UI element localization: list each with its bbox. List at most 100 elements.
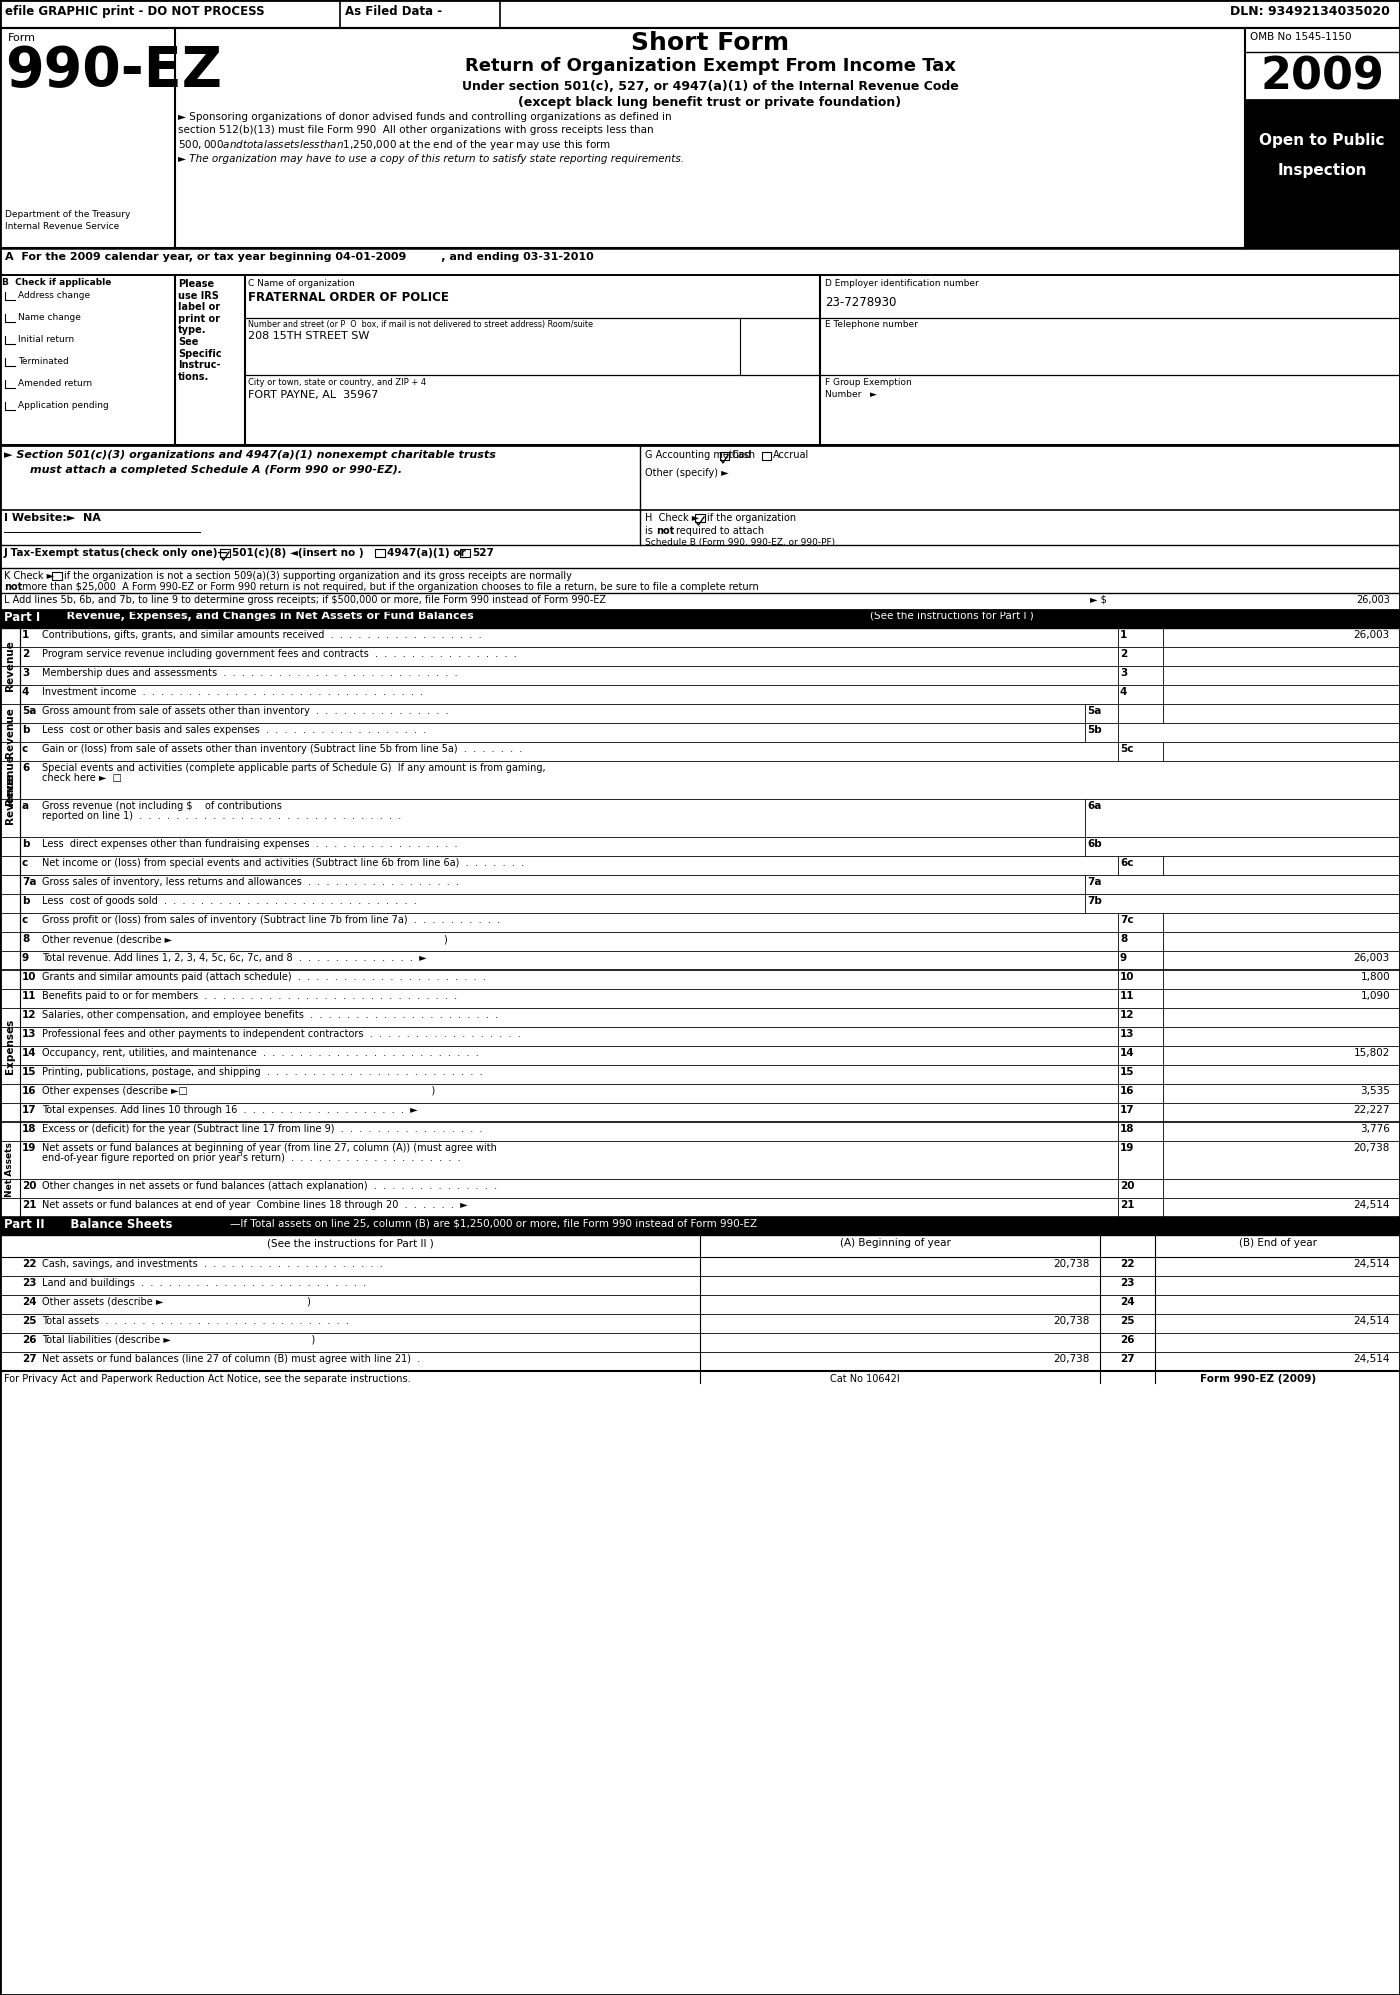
Text: b: b: [22, 840, 29, 850]
Text: 24,514: 24,514: [1354, 1317, 1390, 1327]
Text: 26: 26: [1120, 1335, 1134, 1345]
Text: Cash: Cash: [731, 451, 755, 461]
Text: 7b: 7b: [1086, 896, 1102, 906]
Text: 20,738: 20,738: [1054, 1355, 1091, 1365]
Text: 12: 12: [22, 1009, 36, 1019]
Text: 13: 13: [22, 1029, 36, 1039]
Text: 13: 13: [1120, 1029, 1134, 1039]
Text: 990-EZ: 990-EZ: [6, 44, 223, 98]
Text: 21: 21: [22, 1201, 36, 1211]
Bar: [762, 453, 771, 461]
Text: OMB No 1545-1150: OMB No 1545-1150: [1250, 32, 1351, 42]
Text: Revenue: Revenue: [6, 706, 15, 758]
Text: 8: 8: [22, 934, 29, 944]
Text: b: b: [22, 896, 29, 906]
Text: L Add lines 5b, 6b, and 7b, to line 9 to determine gross receipts; if $500,000 o: L Add lines 5b, 6b, and 7b, to line 9 to…: [4, 595, 606, 604]
Text: 25: 25: [1120, 1317, 1134, 1327]
Text: 1: 1: [22, 630, 29, 640]
Text: 4947(a)(1) or: 4947(a)(1) or: [386, 549, 466, 559]
Text: 22,227: 22,227: [1354, 1105, 1390, 1115]
Bar: [52, 573, 62, 581]
Text: Balance Sheets: Balance Sheets: [57, 1219, 172, 1231]
Text: 17: 17: [22, 1105, 36, 1115]
Text: Land and buildings  .  .  .  .  .  .  .  .  .  .  .  .  .  .  .  .  .  .  .  .  : Land and buildings . . . . . . . . . . .…: [42, 1279, 367, 1289]
Text: (See the instructions for Part II ): (See the instructions for Part II ): [266, 1239, 434, 1249]
Text: 2009: 2009: [1260, 56, 1385, 100]
Text: 17: 17: [1120, 1105, 1134, 1115]
Text: c: c: [22, 916, 28, 926]
Text: Cat No 10642I: Cat No 10642I: [830, 1375, 900, 1385]
Text: K Check ►: K Check ►: [4, 571, 55, 581]
Text: Revenue: Revenue: [6, 640, 15, 692]
Text: (See the instructions for Part I ): (See the instructions for Part I ): [869, 610, 1033, 620]
Text: Benefits paid to or for members  .  .  .  .  .  .  .  .  .  .  .  .  .  .  .  . : Benefits paid to or for members . . . . …: [42, 992, 458, 1001]
Text: 2: 2: [22, 648, 29, 658]
Text: Net Assets: Net Assets: [6, 1141, 14, 1197]
Text: 4: 4: [1120, 686, 1127, 696]
Text: Please
use IRS
label or
print or
type.
See
Specific
Instruc-
tions.: Please use IRS label or print or type. S…: [178, 279, 221, 381]
Text: Amended return: Amended return: [18, 379, 92, 387]
Text: I Website:►  NA: I Website:► NA: [4, 513, 101, 523]
Text: ► $: ► $: [1091, 595, 1107, 604]
Text: Other changes in net assets or fund balances (attach explanation)  .  .  .  .  .: Other changes in net assets or fund bala…: [42, 1181, 497, 1191]
Bar: [461, 549, 470, 557]
Text: a: a: [22, 802, 29, 812]
Text: 24: 24: [22, 1297, 36, 1307]
Bar: [0, 1235, 1400, 1257]
Text: 15,802: 15,802: [1354, 1047, 1390, 1057]
Text: As Filed Data -: As Filed Data -: [344, 6, 442, 18]
Text: 208 15TH STREET SW: 208 15TH STREET SW: [248, 331, 370, 341]
Text: 19: 19: [1120, 1143, 1134, 1153]
Text: Schedule B (Form 990, 990-EZ, or 990-PF): Schedule B (Form 990, 990-EZ, or 990-PF): [645, 539, 836, 547]
Text: Gross revenue (not including $    of contributions: Gross revenue (not including $ of contri…: [42, 802, 281, 812]
Text: Return of Organization Exempt From Income Tax: Return of Organization Exempt From Incom…: [465, 58, 955, 76]
Text: 22: 22: [1120, 1259, 1134, 1269]
Text: 24: 24: [1120, 1297, 1134, 1307]
Text: Accrual: Accrual: [773, 451, 809, 461]
Text: 24,514: 24,514: [1354, 1259, 1390, 1269]
Text: Total assets  .  .  .  .  .  .  .  .  .  .  .  .  .  .  .  .  .  .  .  .  .  .  : Total assets . . . . . . . . . . . . . .…: [42, 1317, 349, 1327]
Text: G Accounting method: G Accounting method: [645, 451, 750, 461]
Text: Other expenses (describe ►□                                                     : Other expenses (describe ►□: [42, 1085, 435, 1095]
Text: Grants and similar amounts paid (attach schedule)  .  .  .  .  .  .  .  .  .  . : Grants and similar amounts paid (attach …: [42, 972, 486, 982]
Text: ► Sponsoring organizations of donor advised funds and controlling organizations : ► Sponsoring organizations of donor advi…: [178, 112, 672, 122]
Text: Special events and activities (complete applicable parts of Schedule G)  If any : Special events and activities (complete …: [42, 762, 546, 772]
Text: Part I: Part I: [4, 610, 41, 624]
Text: 26: 26: [22, 1335, 36, 1345]
Bar: [0, 275, 1400, 445]
Text: 18: 18: [22, 1123, 36, 1133]
Text: more than $25,000  A Form 990-EZ or Form 990 return is not required, but if the : more than $25,000 A Form 990-EZ or Form …: [22, 583, 759, 593]
Text: 7a: 7a: [1086, 878, 1102, 888]
Text: Salaries, other compensation, and employee benefits  .  .  .  .  .  .  .  .  .  : Salaries, other compensation, and employ…: [42, 1009, 498, 1019]
Text: if the organization: if the organization: [707, 513, 797, 523]
Text: 16: 16: [1120, 1085, 1134, 1095]
Text: 10: 10: [22, 972, 36, 982]
Text: not: not: [657, 527, 675, 537]
Text: Net assets or fund balances at end of year  Combine lines 18 through 20  .  .  .: Net assets or fund balances at end of ye…: [42, 1201, 468, 1211]
Text: Gross sales of inventory, less returns and allowances  .  .  .  .  .  .  .  .  .: Gross sales of inventory, less returns a…: [42, 878, 459, 888]
Text: Less  direct expenses other than fundraising expenses  .  .  .  .  .  .  .  .  .: Less direct expenses other than fundrais…: [42, 840, 458, 850]
Text: 26,003: 26,003: [1354, 630, 1390, 640]
Text: 7a: 7a: [22, 878, 36, 888]
Text: 20: 20: [1120, 1181, 1134, 1191]
Text: Expenses: Expenses: [6, 1017, 15, 1073]
Text: 25: 25: [22, 1317, 36, 1327]
Text: Inspection: Inspection: [1277, 162, 1366, 178]
Text: 19: 19: [22, 1143, 36, 1153]
Text: Form 990-EZ (2009): Form 990-EZ (2009): [1200, 1375, 1316, 1385]
Text: Initial return: Initial return: [18, 335, 74, 343]
Text: 9: 9: [1120, 954, 1127, 964]
Text: 20: 20: [22, 1181, 36, 1191]
Text: —If Total assets on line 25, column (B) are $1,250,000 or more, file Form 990 in: —If Total assets on line 25, column (B) …: [230, 1219, 757, 1229]
Text: Gross profit or (loss) from sales of inventory (Subtract line 7b from line 7a)  : Gross profit or (loss) from sales of inv…: [42, 916, 500, 926]
Text: D Employer identification number: D Employer identification number: [825, 279, 979, 287]
Text: reported on line 1)  .  .  .  .  .  .  .  .  .  .  .  .  .  .  .  .  .  .  .  . : reported on line 1) . . . . . . . . . . …: [42, 812, 402, 822]
Text: Printing, publications, postage, and shipping  .  .  .  .  .  .  .  .  .  .  .  : Printing, publications, postage, and shi…: [42, 1067, 483, 1077]
Text: not: not: [4, 583, 22, 593]
Text: 20,738: 20,738: [1054, 1259, 1091, 1269]
Text: Gross amount from sale of assets other than inventory  .  .  .  .  .  .  .  .  .: Gross amount from sale of assets other t…: [42, 706, 448, 716]
Text: c: c: [22, 858, 28, 868]
Text: 2: 2: [1120, 648, 1127, 658]
Text: 27: 27: [22, 1355, 36, 1365]
Text: (check only one)—: (check only one)—: [120, 549, 228, 559]
